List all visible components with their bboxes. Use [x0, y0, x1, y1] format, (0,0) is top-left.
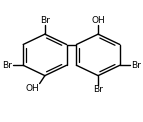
Text: OH: OH — [91, 15, 105, 25]
Text: Br: Br — [93, 85, 103, 94]
Text: OH: OH — [26, 84, 39, 93]
Text: Br: Br — [40, 15, 50, 25]
Text: Br: Br — [131, 61, 141, 70]
Text: Br: Br — [2, 61, 12, 70]
